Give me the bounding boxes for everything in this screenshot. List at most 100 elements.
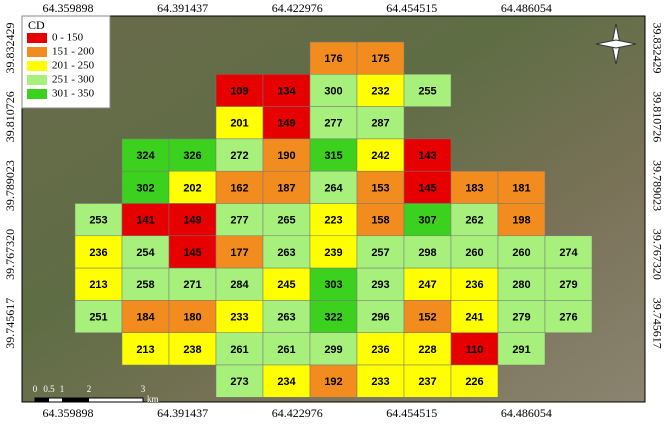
cell-value: 158 [371, 215, 389, 227]
grid-cell [168, 332, 217, 366]
cell-value: 279 [559, 279, 577, 291]
cell-value: 273 [230, 376, 248, 388]
cell-value: 213 [89, 279, 107, 291]
cell-value: 183 [465, 182, 483, 194]
cell-value: 234 [277, 376, 296, 388]
grid-cell [544, 300, 593, 333]
grid-cell [262, 170, 311, 204]
latitude-label: 39.767320 [3, 229, 17, 280]
cell-value: 223 [324, 215, 342, 227]
cell-value: 177 [230, 247, 248, 259]
grid-cell [450, 203, 499, 237]
grid-cell [168, 138, 217, 172]
cell-value: 190 [277, 150, 295, 162]
latitude-label: 39.789023 [650, 160, 664, 211]
grid-cell [309, 138, 358, 172]
longitude-label: 64.391437 [157, 1, 208, 15]
longitude-label: 64.486054 [501, 1, 552, 15]
cell-value: 262 [465, 215, 483, 227]
grid-cell [309, 267, 358, 301]
cell-value: 241 [465, 311, 483, 323]
cell-value: 254 [136, 247, 155, 259]
grid-cell [450, 332, 499, 366]
cell-value: 153 [371, 182, 389, 194]
grid-cell [309, 41, 358, 75]
latitude-label: 39.810726 [3, 91, 17, 142]
grid-cell [215, 74, 264, 107]
cell-value: 242 [371, 150, 389, 162]
grid-cell [356, 106, 405, 140]
legend-swatch [27, 47, 47, 57]
cell-value: 152 [418, 311, 436, 323]
grid-cell [168, 170, 217, 204]
cell-value: 276 [559, 311, 577, 323]
cell-value: 226 [465, 376, 483, 388]
cell-value: 303 [324, 279, 342, 291]
longitude-label: 64.359898 [43, 406, 94, 420]
grid-cell [262, 235, 311, 269]
grid-cell [403, 300, 452, 333]
cell-value: 260 [512, 247, 530, 259]
longitude-label: 64.422976 [272, 406, 323, 420]
grid-cell [309, 74, 358, 107]
grid-cell [309, 300, 358, 333]
legend-swatch [27, 33, 47, 43]
latitude-label: 39.745617 [650, 298, 664, 349]
latitude-label: 39.767320 [650, 229, 664, 280]
cell-value: 110 [466, 344, 484, 356]
cell-value: 324 [136, 150, 155, 162]
cell-value: 176 [324, 53, 342, 65]
grid-cell [121, 138, 170, 172]
cell-value: 236 [465, 279, 483, 291]
cell-value: 291 [512, 344, 530, 356]
grid-cell [74, 235, 123, 269]
cell-value: 272 [230, 150, 248, 162]
legend-label: 151 - 200 [52, 46, 95, 58]
cell-value: 251 [89, 311, 107, 323]
legend-label: 251 - 300 [52, 74, 95, 86]
grid-cell [121, 170, 170, 204]
cell-value: 287 [371, 118, 389, 130]
scale-bar [34, 397, 144, 403]
latitude-label: 39.745617 [3, 298, 17, 349]
grid-cell [450, 170, 499, 204]
grid-cell [403, 203, 452, 237]
cell-value: 239 [324, 247, 342, 259]
grid-cell [356, 364, 405, 398]
grid-cell [215, 364, 264, 398]
cell-value: 247 [418, 279, 436, 291]
scale-label: 3 [141, 384, 146, 394]
scale-label: 2 [87, 384, 92, 394]
grid-cell [356, 138, 405, 172]
cell-value: 143 [418, 150, 436, 162]
cell-value: 145 [183, 247, 201, 259]
grid-cell [497, 235, 546, 269]
grid-cell [215, 300, 264, 333]
legend-label: 0 - 150 [52, 32, 84, 44]
scale-label: 0 [33, 384, 38, 394]
grid-cell [356, 332, 405, 366]
cell-value: 279 [512, 311, 530, 323]
cell-value: 271 [183, 279, 201, 291]
cell-value: 149 [183, 215, 201, 227]
cell-value: 307 [418, 215, 436, 227]
cell-value: 293 [371, 279, 389, 291]
grid-cell [262, 138, 311, 172]
cell-value: 238 [183, 344, 201, 356]
cell-value: 260 [465, 247, 483, 259]
cell-value: 175 [371, 53, 389, 65]
cell-value: 145 [418, 182, 436, 194]
grid-cell [356, 267, 405, 301]
cell-value: 184 [136, 311, 155, 323]
cell-value: 228 [418, 344, 436, 356]
cell-value: 202 [183, 182, 201, 194]
cell-value: 180 [183, 311, 201, 323]
grid-cell [74, 203, 123, 237]
cell-value: 201 [230, 118, 248, 130]
grid-cell [356, 300, 405, 333]
grid-cell [262, 267, 311, 301]
grid-cell [497, 203, 546, 237]
cell-value: 233 [230, 311, 248, 323]
legend: CD 0 - 150 151 - 200 201 - 250 251 - 300 301… [21, 15, 111, 109]
cell-value: 198 [512, 215, 530, 227]
